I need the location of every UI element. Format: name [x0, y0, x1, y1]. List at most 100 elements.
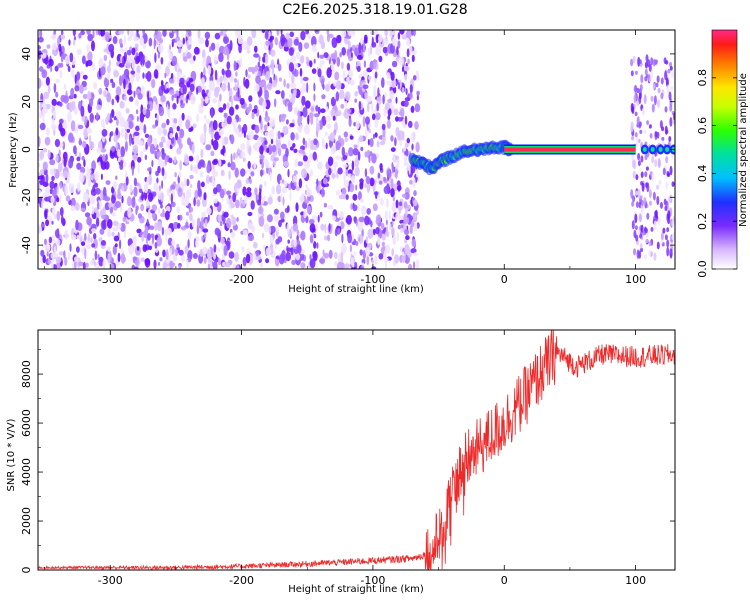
- noise-mark: [128, 96, 134, 102]
- y-tick-label: 8000: [20, 360, 33, 388]
- noise-mark: [41, 147, 48, 153]
- noise-mark: [200, 181, 205, 188]
- noise-mark: [402, 251, 405, 256]
- noise-mark: [359, 182, 364, 190]
- noise-mark: [88, 134, 92, 145]
- noise-mark: [397, 130, 404, 141]
- noise-mark: [671, 220, 675, 227]
- noise-mark: [91, 63, 96, 71]
- noise-mark: [412, 75, 417, 81]
- noise-mark: [136, 246, 140, 251]
- noise-mark: [147, 192, 154, 202]
- noise-mark: [228, 251, 235, 259]
- noise-mark: [218, 45, 225, 55]
- noise-mark: [648, 249, 652, 257]
- noise-mark: [213, 251, 216, 260]
- noise-mark: [228, 87, 233, 99]
- noise-mark: [100, 240, 106, 246]
- noise-mark: [242, 186, 247, 196]
- noise-mark: [350, 203, 353, 211]
- noise-mark: [265, 40, 271, 46]
- noise-mark: [381, 134, 386, 144]
- noise-mark: [147, 90, 150, 102]
- noise-mark: [353, 122, 357, 127]
- noise-mark: [41, 243, 46, 248]
- noise-mark: [94, 187, 101, 195]
- noise-mark: [116, 149, 121, 157]
- noise-mark: [111, 81, 116, 89]
- noise-mark: [341, 30, 347, 38]
- noise-mark: [271, 185, 276, 195]
- noise-mark: [219, 31, 224, 36]
- noise-mark: [329, 132, 336, 142]
- noise-mark: [162, 261, 167, 269]
- noise-mark: [64, 256, 68, 266]
- noise-mark: [45, 173, 49, 184]
- noise-mark: [638, 92, 642, 100]
- cluster-mark: [642, 147, 647, 152]
- noise-mark: [82, 93, 88, 100]
- noise-mark: [641, 107, 645, 116]
- noise-mark: [245, 106, 251, 114]
- noise-mark: [135, 55, 141, 63]
- noise-mark: [125, 108, 130, 114]
- noise-mark: [249, 178, 252, 185]
- noise-mark: [261, 197, 265, 205]
- noise-mark: [309, 234, 314, 244]
- noise-mark: [391, 30, 397, 36]
- noise-mark: [212, 159, 218, 165]
- noise-mark: [153, 181, 159, 193]
- noise-mark: [186, 93, 190, 100]
- noise-mark: [347, 40, 351, 50]
- noise-mark: [119, 100, 125, 109]
- noise-mark: [137, 156, 142, 163]
- noise-mark: [392, 235, 397, 246]
- noise-mark: [247, 211, 253, 217]
- noise-mark: [369, 137, 374, 148]
- noise-mark: [305, 184, 308, 189]
- noise-mark: [650, 57, 654, 66]
- noise-mark: [381, 241, 385, 247]
- noise-mark: [353, 144, 358, 149]
- noise-mark: [287, 37, 293, 48]
- noise-mark: [285, 32, 290, 40]
- noise-mark: [177, 187, 183, 198]
- noise-mark: [193, 197, 196, 207]
- noise-mark: [76, 156, 81, 162]
- noise-mark: [261, 30, 266, 33]
- snr-xlabel: Height of straight line (km): [288, 584, 424, 595]
- noise-mark: [90, 174, 94, 181]
- noise-mark: [206, 207, 212, 215]
- noise-mark: [153, 101, 160, 111]
- noise-mark: [170, 193, 173, 204]
- noise-mark: [293, 38, 299, 46]
- noise-mark: [292, 223, 298, 232]
- noise-mark: [179, 77, 185, 85]
- noise-mark: [46, 127, 50, 136]
- noise-mark: [153, 69, 159, 79]
- noise-mark: [656, 184, 660, 190]
- noise-mark: [216, 42, 220, 51]
- noise-mark: [295, 51, 301, 60]
- noise-mark: [127, 30, 130, 36]
- noise-mark: [410, 105, 415, 113]
- noise-mark: [366, 102, 370, 113]
- noise-mark: [69, 52, 74, 63]
- noise-mark: [185, 119, 191, 130]
- noise-mark: [193, 46, 200, 55]
- noise-mark: [211, 175, 215, 184]
- noise-mark: [52, 117, 55, 125]
- noise-mark: [346, 62, 351, 71]
- noise-mark: [331, 215, 337, 222]
- noise-mark: [100, 214, 106, 220]
- noise-mark: [141, 191, 145, 201]
- noise-mark: [166, 83, 170, 89]
- noise-mark: [277, 130, 281, 140]
- noise-mark: [177, 214, 180, 221]
- noise-mark: [98, 87, 103, 95]
- noise-mark: [132, 256, 138, 261]
- noise-mark: [221, 159, 226, 165]
- noise-mark: [358, 237, 361, 242]
- noise-mark: [59, 69, 63, 79]
- noise-mark: [218, 107, 224, 113]
